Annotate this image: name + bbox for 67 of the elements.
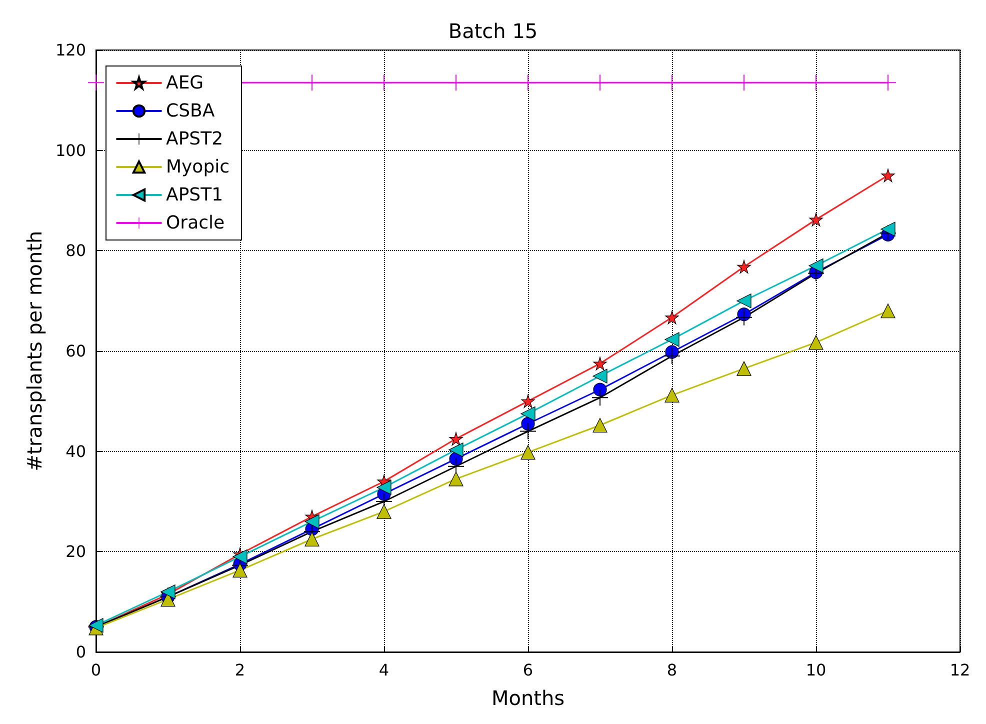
legend-label: AEG	[166, 72, 204, 94]
point	[808, 74, 824, 91]
point	[736, 309, 752, 326]
x-tick-label: 12	[950, 660, 970, 680]
legend-label: APST2	[166, 128, 224, 150]
point	[232, 562, 248, 578]
x-tick-label: 8	[666, 660, 678, 680]
point	[521, 416, 535, 431]
point	[448, 458, 464, 474]
point	[592, 74, 608, 91]
point	[304, 74, 320, 91]
point	[304, 514, 320, 529]
point	[592, 418, 608, 433]
point	[376, 504, 392, 519]
point	[88, 74, 104, 91]
point	[664, 388, 680, 402]
point	[664, 348, 680, 364]
y-tick-label: 20	[66, 542, 86, 562]
point	[665, 310, 679, 324]
x-axis-title: Months	[491, 686, 565, 710]
point	[376, 74, 392, 91]
point	[160, 584, 176, 600]
point	[592, 368, 608, 384]
point	[449, 432, 463, 446]
point	[448, 74, 464, 91]
y-tick-label: 120	[55, 40, 86, 60]
point	[448, 472, 464, 486]
legend-label: Oracle	[166, 212, 225, 234]
point	[376, 480, 392, 495]
chart-title: Batch 15	[448, 19, 538, 43]
point	[808, 335, 824, 350]
y-tick-label: 0	[76, 642, 86, 662]
point	[808, 258, 824, 274]
point	[664, 332, 680, 347]
x-tick-label: 10	[806, 660, 826, 680]
legend-label: CSBA	[166, 100, 216, 122]
x-tick-label: 4	[378, 660, 390, 680]
point	[520, 406, 536, 422]
legend-label: Myopic	[166, 156, 230, 178]
point	[521, 394, 535, 408]
legend-label: APST1	[166, 184, 224, 206]
point	[448, 442, 464, 458]
y-tick-label: 80	[66, 241, 86, 260]
point	[880, 304, 896, 318]
y-tick-label: 40	[66, 442, 86, 461]
point	[593, 382, 607, 396]
point	[880, 74, 896, 91]
point	[664, 74, 680, 91]
point	[736, 361, 752, 376]
y-axis-title: #transplants per month	[22, 230, 47, 472]
point	[736, 294, 752, 308]
point	[736, 74, 752, 91]
point	[232, 549, 248, 564]
point	[809, 212, 823, 226]
y-tick-label: 100	[55, 140, 86, 160]
point	[593, 356, 607, 370]
point	[737, 260, 751, 274]
point	[592, 390, 608, 406]
y-tick-label: 60	[66, 342, 86, 360]
point	[881, 168, 895, 182]
x-tick-label: 0	[90, 660, 102, 680]
point	[304, 532, 320, 546]
x-tick-label: 2	[234, 660, 246, 680]
point	[520, 445, 536, 460]
point	[520, 74, 536, 91]
point	[880, 222, 896, 236]
x-tick-label: 6	[522, 660, 534, 680]
